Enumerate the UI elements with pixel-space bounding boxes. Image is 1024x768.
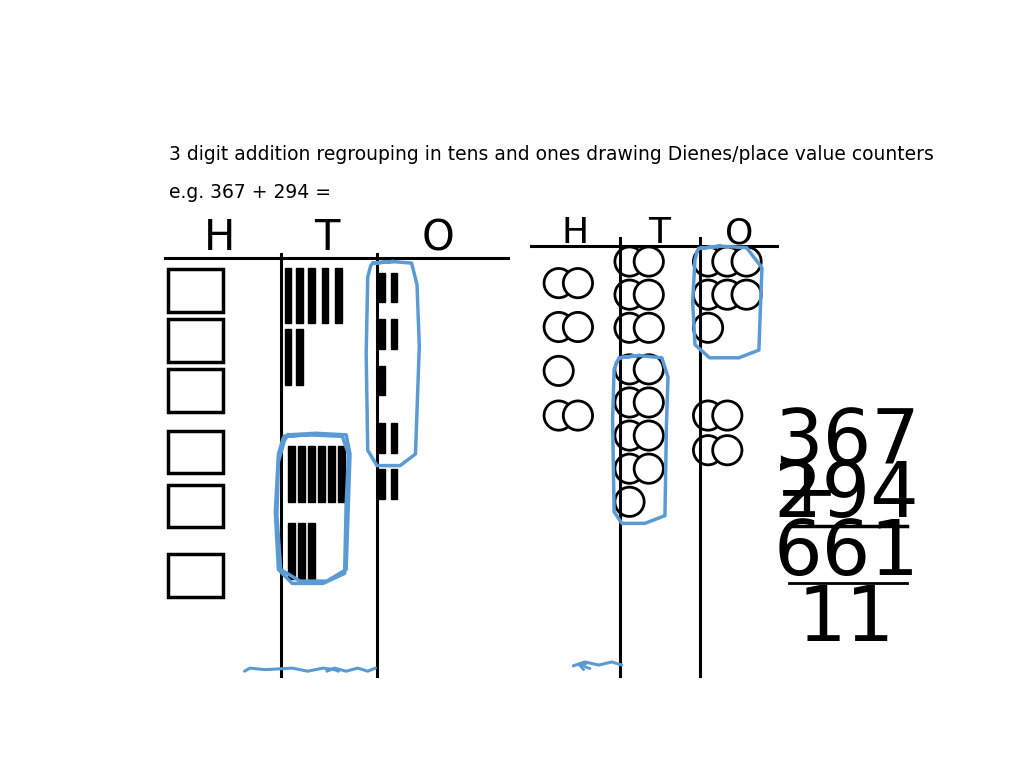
Circle shape [713,435,742,465]
Circle shape [693,435,723,465]
Bar [339,446,345,502]
Bar [308,446,315,502]
Circle shape [732,280,761,310]
Circle shape [614,313,644,343]
Circle shape [634,388,664,417]
Circle shape [713,401,742,430]
Circle shape [634,355,664,384]
Text: H: H [561,216,589,250]
Circle shape [544,401,573,430]
Bar [318,446,326,502]
Circle shape [693,280,723,310]
Bar [289,523,295,579]
Bar [307,268,314,323]
Circle shape [544,356,573,386]
Text: T: T [648,216,671,250]
Circle shape [634,454,664,483]
Circle shape [614,487,644,516]
Circle shape [563,401,593,430]
Circle shape [614,388,644,417]
Circle shape [614,247,644,276]
Text: O: O [725,216,753,250]
Bar [168,319,223,362]
Bar [168,485,223,527]
Circle shape [614,421,644,450]
Bar [168,431,223,473]
Bar [285,329,292,385]
Bar [168,270,223,312]
Circle shape [693,401,723,430]
Bar [379,273,385,303]
Bar [296,329,303,385]
Bar [379,366,385,395]
Circle shape [563,313,593,342]
Circle shape [713,280,742,310]
Text: +: + [774,459,839,534]
Bar [391,423,397,452]
Bar [379,469,385,498]
Bar [329,446,336,502]
Bar [296,268,303,323]
Bar [391,469,397,498]
Text: e.g. 367 + 294 =: e.g. 367 + 294 = [169,183,331,202]
Bar [335,268,342,323]
Bar [298,446,305,502]
Circle shape [634,421,664,450]
Bar [289,446,295,502]
Bar [168,369,223,412]
Circle shape [614,355,644,384]
Text: T: T [314,217,340,260]
Circle shape [544,269,573,298]
Circle shape [732,247,761,276]
Bar [379,423,385,452]
Circle shape [563,269,593,298]
Bar [391,319,397,349]
Bar [168,554,223,597]
Text: 3 digit addition regrouping in tens and ones drawing Dienes/place value counters: 3 digit addition regrouping in tens and … [169,144,934,164]
Circle shape [693,313,723,343]
Text: 294: 294 [774,459,920,534]
Circle shape [693,247,723,276]
Text: H: H [204,217,234,260]
Bar [308,523,315,579]
Circle shape [713,247,742,276]
Text: 661: 661 [774,517,920,591]
Circle shape [634,280,664,310]
Circle shape [614,454,644,483]
Text: 367: 367 [774,406,920,479]
Bar [391,273,397,303]
Circle shape [634,313,664,343]
Bar [285,268,292,323]
Bar [379,319,385,349]
Circle shape [634,247,664,276]
Bar [298,523,305,579]
Bar [322,268,329,323]
Text: 11: 11 [798,583,895,657]
Circle shape [544,313,573,342]
Text: O: O [422,217,455,260]
Circle shape [614,280,644,310]
